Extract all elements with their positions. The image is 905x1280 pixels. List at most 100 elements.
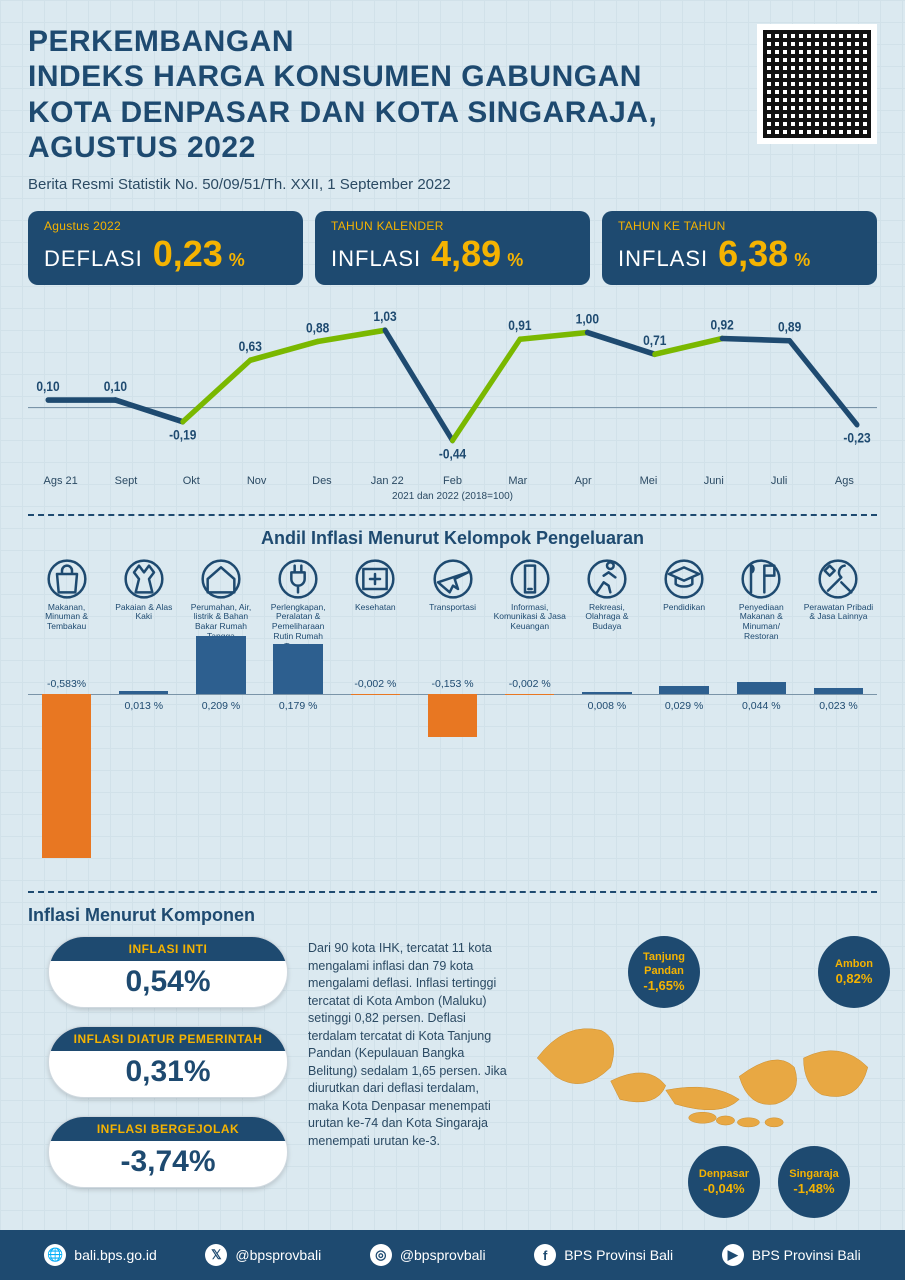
- contrib-bar: [505, 694, 554, 695]
- bag-icon: [47, 559, 87, 599]
- svg-text:0,89: 0,89: [778, 319, 801, 335]
- kpi-unit: %: [507, 250, 523, 271]
- contrib-bar: [42, 694, 91, 857]
- footer-item[interactable]: f BPS Provinsi Bali: [534, 1244, 673, 1266]
- plug-icon: [278, 559, 318, 599]
- map-callout: Denpasar -0,04%: [688, 1146, 760, 1218]
- run-icon: [587, 559, 627, 599]
- category-label: Penyediaan Makanan & Minuman/ Restoran: [725, 603, 798, 642]
- kpi-label: INFLASI: [618, 246, 708, 272]
- svg-text:-0,44: -0,44: [439, 445, 467, 461]
- line-chart-xlabel: Feb: [420, 475, 485, 487]
- callout-name: Tanjung Pandan: [628, 951, 700, 977]
- callout-name: Denpasar: [699, 1168, 749, 1181]
- category: Pakaian & Alas Kaki: [105, 559, 182, 652]
- facebook-icon: f: [534, 1244, 556, 1266]
- plane-icon: [433, 559, 473, 599]
- pill-value: -3,74%: [49, 1141, 287, 1187]
- footer-item[interactable]: ▶ BPS Provinsi Bali: [722, 1244, 861, 1266]
- footer-item[interactable]: 🌐 bali.bps.go.id: [44, 1244, 157, 1266]
- footer-text: BPS Provinsi Bali: [564, 1247, 673, 1263]
- kpi-row: Agustus 2022 DEFLASI 0,23 % TAHUN KALEND…: [28, 211, 877, 285]
- map-callout: Tanjung Pandan -1,65%: [628, 936, 700, 1008]
- svg-text:0,10: 0,10: [104, 378, 127, 394]
- kpi-top: TAHUN KALENDER: [331, 219, 574, 233]
- component-pill: INFLASI DIATUR PEMERINTAH 0,31%: [48, 1026, 288, 1098]
- contrib-col: -0,583%: [28, 659, 105, 879]
- kpi-label: INFLASI: [331, 246, 421, 272]
- category: Perlengkapan, Peralatan & Pemeliharaan R…: [260, 559, 337, 652]
- svg-text:0,91: 0,91: [508, 317, 531, 333]
- kpi-top: TAHUN KE TAHUN: [618, 219, 861, 233]
- kpi-value: 6,38: [718, 233, 788, 275]
- category-label: Rekreasi, Olahraga & Budaya: [570, 603, 643, 632]
- contrib-value: 0,209 %: [182, 700, 259, 712]
- svg-text:0,63: 0,63: [239, 338, 262, 354]
- components-title: Inflasi Menurut Komponen: [28, 905, 877, 926]
- footer-item[interactable]: ◎ @bpsprovbali: [370, 1244, 486, 1266]
- pill-value: 0,54%: [49, 961, 287, 1007]
- globe-icon: 🌐: [44, 1244, 66, 1266]
- category: Transportasi: [414, 559, 491, 652]
- contrib-value: 0,029 %: [646, 700, 723, 712]
- contrib-col: 0,008 %: [568, 659, 645, 879]
- component-pill: INFLASI BERGEJOLAK -3,74%: [48, 1116, 288, 1188]
- home-icon: [201, 559, 241, 599]
- kpi-value: 4,89: [431, 233, 501, 275]
- footer-text: @bpsprovbali: [400, 1247, 486, 1263]
- food-icon: [741, 559, 781, 599]
- contrib-col: -0,002 %: [491, 659, 568, 879]
- category-label: Makanan, Minuman & Tembakau: [30, 603, 103, 632]
- line-chart-xlabel: Ags: [812, 475, 877, 487]
- contrib-value: 0,179 %: [260, 700, 337, 712]
- line-chart-xlabel: Mei: [616, 475, 681, 487]
- line-chart-xlabel: Okt: [159, 475, 224, 487]
- category-label: Kesehatan: [339, 603, 412, 613]
- twitter-icon: 𝕏: [205, 1244, 227, 1266]
- line-chart-xlabel: Mar: [485, 475, 550, 487]
- component-pill: INFLASI INTI 0,54%: [48, 936, 288, 1008]
- pill-label: INFLASI DIATUR PEMERINTAH: [49, 1027, 287, 1051]
- footer-item[interactable]: 𝕏 @bpsprovbali: [205, 1244, 321, 1266]
- contrib-value: 0,023 %: [800, 700, 877, 712]
- footer-text: bali.bps.go.id: [74, 1247, 157, 1263]
- footer: 🌐 bali.bps.go.id 𝕏 @bpsprovbali ◎ @bpspr…: [0, 1230, 905, 1280]
- svg-text:0,88: 0,88: [306, 319, 329, 335]
- map-callout: Ambon 0,82%: [818, 936, 890, 1008]
- callout-value: -1,65%: [643, 978, 684, 994]
- kpi-top: Agustus 2022: [44, 219, 287, 233]
- tools-icon: [818, 559, 858, 599]
- category: Informasi, Komunikasi & Jasa Keuangan: [491, 559, 568, 652]
- category-label: Perawatan Pribadi & Jasa Lainnya: [802, 603, 875, 623]
- footer-text: @bpsprovbali: [235, 1247, 321, 1263]
- youtube-icon: ▶: [722, 1244, 744, 1266]
- line-chart-xlabel: Jan 22: [355, 475, 420, 487]
- line-chart-xlabel: Apr: [551, 475, 616, 487]
- component-pills: INFLASI INTI 0,54% INFLASI DIATUR PEMERI…: [28, 936, 288, 1226]
- line-chart-xlabel: Sept: [93, 475, 158, 487]
- dress-icon: [124, 559, 164, 599]
- kpi-unit: %: [794, 250, 810, 271]
- pill-label: INFLASI INTI: [49, 937, 287, 961]
- contrib-value: 0,044 %: [723, 700, 800, 712]
- category: Kesehatan: [337, 559, 414, 652]
- contrib-col: -0,002 %: [337, 659, 414, 879]
- svg-text:0,10: 0,10: [36, 378, 59, 394]
- phone-icon: [510, 559, 550, 599]
- line-chart-note: 2021 dan 2022 (2018=100): [28, 491, 877, 502]
- callout-value: 0,82%: [836, 971, 873, 987]
- header: PERKEMBANGANINDEKS HARGA KONSUMEN GABUNG…: [28, 24, 877, 193]
- contrib-bar: [273, 644, 322, 694]
- contrib-value: -0,002 %: [337, 678, 414, 690]
- category-icons-row: Makanan, Minuman & Tembakau Pakaian & Al…: [28, 559, 877, 652]
- line-chart: 0,100,10-0,190,630,881,03-0,440,911,000,…: [28, 295, 877, 475]
- category-label: Transportasi: [416, 603, 489, 613]
- callout-value: -0,04%: [703, 1181, 744, 1197]
- components-description: Dari 90 kota IHK, tercatat 11 kota menga…: [308, 936, 508, 1226]
- contrib-title: Andil Inflasi Menurut Kelompok Pengeluar…: [28, 528, 877, 549]
- contrib-bar: [119, 691, 168, 695]
- contrib-bar: [428, 694, 477, 737]
- kpi-label: DEFLASI: [44, 246, 143, 272]
- svg-text:-0,23: -0,23: [843, 430, 870, 446]
- pill-label: INFLASI BERGEJOLAK: [49, 1117, 287, 1141]
